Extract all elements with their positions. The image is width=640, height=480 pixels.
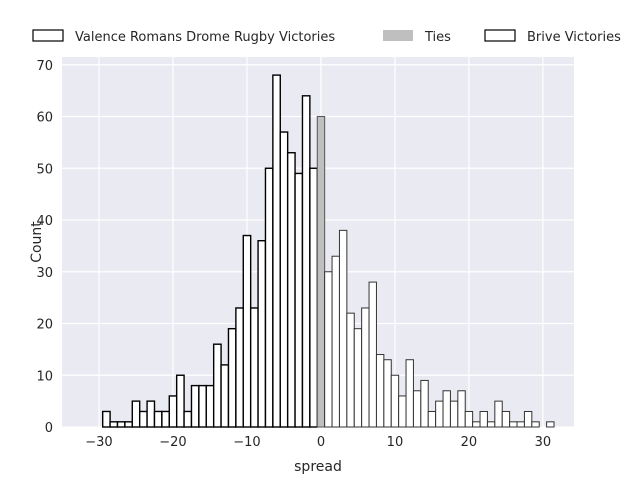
histogram-bar	[331, 255, 340, 428]
histogram-bar	[435, 400, 444, 428]
y-tick-label: 30	[36, 266, 53, 281]
histogram-bar	[161, 410, 170, 428]
histogram-bar	[286, 152, 296, 428]
histogram-bar	[479, 410, 488, 428]
histogram-bar	[183, 410, 193, 428]
histogram-bar	[227, 327, 237, 428]
y-tick-label: 70	[36, 59, 53, 74]
y-axis-label: Count	[29, 221, 45, 263]
histogram-bar	[368, 281, 377, 428]
x-axis-label: spread	[294, 459, 342, 475]
legend-label: Ties	[424, 30, 451, 45]
histogram-bar	[375, 354, 385, 428]
x-tick-label: 20	[461, 435, 478, 450]
legend-label: Brive Victories	[527, 30, 621, 45]
legend-swatch	[484, 29, 516, 42]
x-tick-label: −20	[159, 435, 186, 450]
histogram-bar	[486, 421, 496, 428]
histogram-bar	[124, 421, 133, 428]
histogram-bar	[190, 384, 200, 428]
histogram-bar	[109, 421, 119, 428]
legend-swatch	[383, 30, 413, 41]
histogram-bar	[212, 343, 222, 428]
x-tick-label: 0	[317, 435, 325, 450]
y-tick-label: 60	[36, 111, 53, 126]
histogram-bar	[390, 374, 400, 428]
x-tick-label: 30	[535, 435, 552, 450]
histogram-bar	[146, 400, 156, 428]
histogram-bar	[264, 167, 274, 428]
histogram-bar	[294, 172, 304, 428]
histogram-bar	[472, 421, 481, 428]
histogram-bar	[175, 374, 185, 428]
histogram-bar	[464, 410, 474, 428]
y-tick-label: 50	[36, 162, 53, 177]
histogram-bar	[457, 390, 466, 428]
histogram-bar	[168, 395, 178, 428]
histogram-bar	[220, 364, 230, 428]
histogram-bar	[301, 95, 311, 428]
histogram-bar	[205, 384, 215, 428]
histogram-bar	[494, 400, 503, 428]
x-tick-label: −30	[85, 435, 112, 450]
histogram-bar	[361, 307, 370, 428]
histogram-bar	[249, 307, 259, 428]
histogram-bar	[531, 421, 540, 428]
legend-swatch	[32, 29, 64, 42]
histogram-bar	[131, 400, 141, 428]
histogram-bar	[516, 421, 525, 428]
histogram-bar	[353, 328, 363, 428]
x-tick-label: 10	[387, 435, 404, 450]
histogram-bar	[316, 116, 326, 428]
histogram-bar	[509, 421, 518, 428]
histogram-bar	[398, 395, 407, 428]
histogram-bar	[235, 307, 244, 428]
histogram-bar	[138, 410, 148, 428]
histogram-bar	[427, 410, 437, 428]
histogram-bar	[257, 240, 267, 428]
histogram-bar	[198, 384, 207, 428]
histogram-bar	[442, 390, 451, 428]
y-tick-label: 10	[36, 369, 53, 384]
histogram-bar	[346, 312, 355, 428]
legend-label: Valence Romans Drome Rugby Victories	[75, 30, 335, 45]
histogram-bar	[279, 131, 289, 428]
y-tick-label: 40	[36, 214, 53, 229]
histogram-bar	[309, 167, 318, 428]
y-tick-label: 0	[45, 421, 53, 436]
histogram-bar	[383, 359, 392, 428]
histogram-bar	[153, 410, 163, 428]
histogram-bar	[242, 234, 252, 428]
histogram-bar	[412, 390, 422, 428]
histogram-bar	[449, 400, 459, 428]
histogram-bar	[324, 271, 333, 428]
y-tick-label: 20	[36, 318, 53, 333]
histogram-bar	[523, 410, 533, 428]
histogram-bar	[116, 421, 126, 428]
histogram-bar	[101, 410, 111, 428]
x-tick-label: −10	[233, 435, 260, 450]
histogram-bar	[338, 229, 348, 428]
histogram-bar	[546, 421, 555, 428]
histogram-bar	[272, 74, 281, 428]
histogram-bar	[405, 359, 414, 428]
histogram-bar	[420, 379, 429, 428]
histogram-bar	[501, 410, 511, 428]
